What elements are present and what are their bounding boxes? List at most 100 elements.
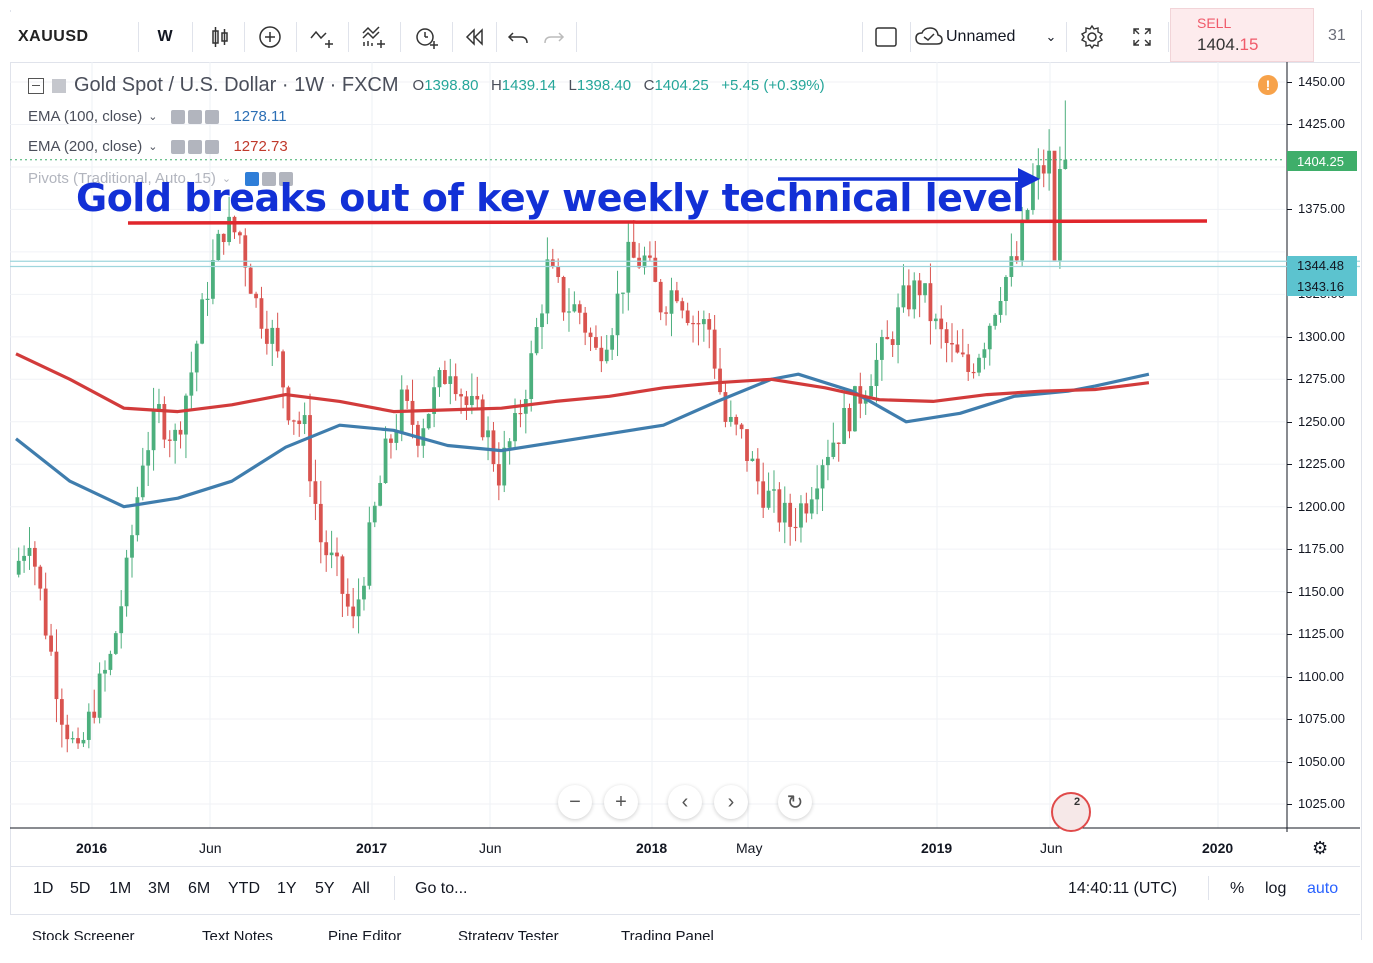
candle-body	[993, 314, 998, 326]
log-toggle[interactable]: log	[1265, 880, 1287, 897]
toolbar-divider	[910, 22, 911, 52]
goto-button[interactable]: Go to...	[415, 880, 468, 897]
close-icon[interactable]	[205, 139, 220, 154]
ema200-label[interactable]: EMA (200, close)	[28, 138, 143, 155]
auto-toggle[interactable]: auto	[1307, 880, 1339, 897]
compare-add-icon[interactable]	[248, 12, 292, 62]
percent-toggle[interactable]: %	[1230, 880, 1245, 897]
candle-body	[22, 555, 26, 561]
expand-icon[interactable]	[1120, 12, 1164, 62]
replay-icon[interactable]	[456, 12, 492, 62]
scroll-left-button[interactable]: ‹	[668, 785, 702, 819]
candle-body	[750, 458, 755, 461]
candle-body	[362, 585, 366, 600]
axis-settings-gear-icon[interactable]: ⚙	[1312, 838, 1329, 858]
candle-body	[291, 420, 296, 422]
pivots-label[interactable]: Pivots (Traditional, Auto, 15)	[28, 170, 216, 187]
time-label-2019: 2019	[921, 840, 953, 856]
candle-body	[594, 337, 598, 348]
price-chart[interactable]	[10, 62, 1360, 832]
candle-body	[761, 481, 766, 508]
price-axis-label: 1300.00	[1298, 328, 1345, 344]
candle-body	[550, 259, 555, 267]
range-all[interactable]: All	[352, 880, 370, 897]
chevron-down-icon[interactable]: ⌄	[148, 141, 158, 153]
zoom-in-button[interactable]: +	[604, 785, 638, 819]
candle-body	[76, 738, 80, 744]
gear-icon[interactable]	[262, 171, 277, 186]
indicators-icon[interactable]	[300, 12, 344, 62]
close-icon[interactable]	[279, 171, 294, 186]
layout-name-label[interactable]: Unnamed	[946, 28, 1016, 45]
candle-body	[464, 396, 469, 406]
warning-icon[interactable]: !	[1258, 75, 1278, 95]
chevron-down-icon[interactable]: ⌄	[221, 173, 232, 185]
settings-gear-icon[interactable]	[1070, 12, 1114, 62]
time-label-jun-2019: Jun	[1040, 840, 1063, 856]
sell-button[interactable]: SELL 1404.15	[1170, 8, 1314, 62]
eye-icon[interactable]	[171, 109, 186, 124]
range-5y[interactable]: 5Y	[315, 880, 335, 897]
candle-body	[923, 283, 927, 296]
candle-body	[59, 699, 64, 725]
range-3m[interactable]: 3M	[148, 880, 171, 897]
candle-body	[561, 277, 566, 313]
candle-body	[545, 259, 550, 314]
range-1d[interactable]: 1D	[33, 880, 54, 897]
time-label-jun-2017: Jun	[479, 840, 502, 856]
fullscreen-window-icon[interactable]	[866, 12, 906, 62]
candle-body	[459, 394, 463, 397]
candle-body	[367, 522, 372, 586]
gear-icon[interactable]	[188, 109, 203, 124]
redo-icon[interactable]	[536, 12, 572, 62]
toolbar-divider	[1066, 22, 1067, 52]
candle-body	[1036, 165, 1041, 179]
zoom-out-button[interactable]: −	[558, 785, 592, 819]
price-axis-tick	[1287, 82, 1292, 83]
undo-icon[interactable]	[500, 12, 536, 62]
candle-body	[16, 560, 21, 575]
gear-icon[interactable]	[188, 139, 203, 154]
close-icon[interactable]	[205, 109, 220, 124]
candle-body	[728, 416, 733, 422]
symbol-search-button[interactable]: XAUUSD	[18, 28, 89, 45]
candle-body	[691, 322, 695, 325]
range-1m[interactable]: 1M	[109, 880, 132, 897]
reset-chart-button[interactable]: ↻	[778, 785, 812, 819]
candle-body	[281, 351, 285, 388]
financials-icon[interactable]	[352, 12, 396, 62]
candle-body	[658, 281, 663, 313]
alert-clock-icon[interactable]	[404, 12, 448, 62]
candle-body	[648, 255, 652, 258]
candle-body	[869, 386, 873, 397]
chevron-down-icon[interactable]: ⌄	[148, 111, 158, 123]
time-label-2016: 2016	[76, 840, 108, 856]
candles-style-icon[interactable]	[200, 12, 240, 62]
candle-body	[237, 232, 242, 236]
price-axis-tick	[1287, 421, 1292, 423]
chevron-down-icon[interactable]: ⌄	[1045, 29, 1057, 44]
range-6m[interactable]: 6M	[188, 880, 211, 897]
candle-body	[313, 481, 318, 504]
candle-body	[65, 724, 70, 740]
price-axis-tick	[1287, 379, 1292, 381]
calendar-day-number[interactable]: 31	[1328, 27, 1346, 44]
range-ytd[interactable]: YTD	[228, 880, 260, 897]
scroll-right-button[interactable]: ›	[714, 785, 748, 819]
utc-clock[interactable]: 14:40:11 (UTC)	[1068, 880, 1178, 897]
interval-button[interactable]: W	[157, 28, 173, 45]
candle-body	[81, 739, 86, 744]
cloud-save-icon[interactable]	[914, 12, 944, 62]
eye-off-icon[interactable]	[245, 171, 260, 186]
range-5d[interactable]: 5D	[70, 880, 91, 897]
toolbar-divider	[244, 22, 245, 52]
eye-icon[interactable]	[171, 139, 186, 154]
collapse-legend-icon[interactable]	[28, 77, 44, 94]
candle-body	[70, 738, 75, 740]
us-flag-events-icon[interactable]	[1051, 792, 1091, 832]
ema100-label[interactable]: EMA (100, close)	[28, 108, 143, 125]
candle-body	[577, 304, 582, 313]
candle-body	[987, 325, 992, 350]
range-1y[interactable]: 1Y	[277, 880, 297, 897]
candle-body	[49, 635, 53, 652]
